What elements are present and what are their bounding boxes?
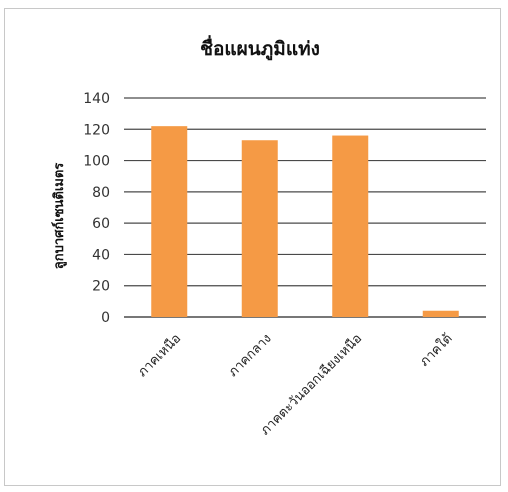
y-tick-label: 40 [92, 247, 110, 263]
bar [332, 135, 369, 317]
y-axis-ticks: 0 20 40 60 80 100 120 140 [83, 91, 110, 326]
y-axis-label: ลูกบาศก์เซนติเมตร [51, 163, 67, 270]
x-category-label: ภาคกลาง [226, 331, 275, 380]
bars [151, 126, 459, 318]
y-tick-label: 60 [92, 216, 110, 232]
bar [151, 126, 188, 318]
y-tick-label: 120 [83, 122, 110, 138]
x-category-label: ภาคเหนือ [134, 331, 184, 381]
y-tick-label: 80 [92, 185, 110, 201]
y-tick-label: 20 [92, 279, 110, 295]
bar [241, 140, 278, 317]
x-category-label: ภาคตะวันออกเฉียงเหนือ [257, 331, 365, 439]
x-category-label: ภาคใต้ [416, 331, 455, 370]
y-tick-label: 0 [101, 310, 110, 326]
y-tick-label: 100 [83, 154, 110, 170]
chart-title: ชื่อแผนภูมิแท่ง [200, 35, 320, 61]
bar [422, 310, 459, 317]
y-tick-label: 140 [83, 91, 110, 107]
